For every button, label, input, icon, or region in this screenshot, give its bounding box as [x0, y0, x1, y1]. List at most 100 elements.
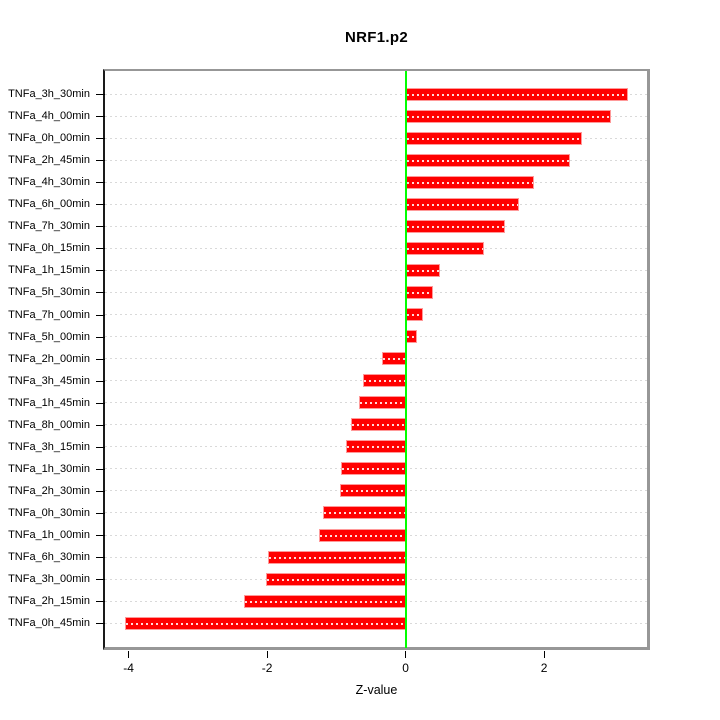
y-axis-label: TNFa_3h_45min	[8, 374, 90, 387]
y-axis-tick	[96, 512, 105, 514]
gridline	[105, 159, 648, 161]
bar-TNFa_3h_15min	[346, 440, 406, 453]
gridline	[105, 336, 648, 338]
bar-TNFa_6h_30min	[267, 551, 406, 564]
gridline	[105, 247, 648, 249]
gridline	[105, 225, 648, 227]
bar-TNFa_1h_15min	[405, 264, 441, 277]
y-axis-label: TNFa_8h_00min	[8, 418, 90, 431]
x-axis-tick-label: -2	[261, 661, 273, 675]
y-axis-label: TNFa_3h_00min	[8, 573, 90, 586]
bar-TNFa_4h_00min	[405, 110, 611, 123]
bar-TNFa_3h_00min	[265, 573, 406, 586]
y-axis-tick	[96, 160, 105, 162]
y-axis-label: TNFa_7h_00min	[8, 308, 90, 321]
y-axis-tick	[96, 270, 105, 272]
y-axis-label: TNFa_2h_45min	[8, 154, 90, 167]
y-axis-tick	[96, 248, 105, 250]
gridline	[105, 93, 648, 95]
bar-TNFa_2h_30min	[339, 484, 406, 497]
y-axis-tick	[96, 579, 105, 581]
bar-TNFa_1h_00min	[319, 529, 406, 542]
y-axis-tick	[96, 292, 105, 294]
gridline	[105, 203, 648, 205]
bar-TNFa_8h_00min	[350, 418, 406, 431]
y-axis-label: TNFa_2h_00min	[8, 352, 90, 365]
x-axis-tick	[128, 651, 130, 658]
bar-TNFa_0h_15min	[405, 242, 484, 255]
y-axis-tick	[96, 336, 105, 338]
gridline	[105, 291, 648, 293]
y-axis-label: TNFa_2h_15min	[8, 595, 90, 608]
bar-TNFa_5h_30min	[405, 286, 433, 299]
y-axis-label: TNFa_1h_30min	[8, 462, 90, 475]
x-axis-tick-label: 2	[540, 661, 548, 675]
bar-TNFa_1h_45min	[359, 396, 406, 409]
zero-reference-line	[404, 71, 407, 648]
x-axis-tick-label: -4	[123, 661, 134, 675]
y-axis-tick	[96, 557, 105, 559]
bar-TNFa_0h_45min	[125, 617, 406, 630]
y-axis-tick	[96, 204, 105, 206]
y-axis-label: TNFa_1h_45min	[8, 396, 90, 409]
gridline	[105, 181, 648, 183]
bar-TNFa_3h_45min	[363, 374, 406, 387]
y-axis-tick	[96, 601, 105, 603]
y-axis-label: TNFa_0h_30min	[8, 506, 90, 519]
x-axis-tick	[543, 651, 545, 658]
x-axis-label: Z-value	[355, 683, 398, 697]
y-axis-label: TNFa_6h_30min	[8, 551, 90, 564]
y-axis-tick	[96, 226, 105, 228]
y-axis-tick	[96, 314, 105, 316]
gridline	[105, 115, 648, 117]
y-axis-label: TNFa_0h_00min	[8, 132, 90, 145]
y-axis-label: TNFa_0h_15min	[8, 242, 90, 255]
bar-TNFa_0h_00min	[405, 132, 583, 145]
y-axis-tick	[96, 446, 105, 448]
y-axis-tick	[96, 380, 105, 382]
y-axis-tick	[96, 358, 105, 360]
y-axis-tick	[96, 535, 105, 536]
y-axis-tick	[96, 182, 105, 184]
bar-TNFa_5h_00min	[405, 330, 417, 343]
y-axis-label: TNFa_4h_30min	[8, 176, 90, 189]
y-axis-tick	[96, 424, 105, 426]
y-axis-label: TNFa_6h_00min	[8, 198, 90, 211]
chart-title: NRF1.p2	[345, 29, 408, 46]
x-axis-tick	[266, 651, 268, 658]
bar-TNFa_7h_00min	[405, 308, 423, 321]
y-axis-label: TNFa_5h_30min	[8, 286, 90, 299]
y-axis-label: TNFa_0h_45min	[8, 617, 90, 630]
bar-TNFa_2h_00min	[382, 352, 406, 365]
y-axis-label: TNFa_3h_30min	[8, 88, 90, 100]
bar-TNFa_7h_30min	[405, 220, 506, 233]
x-axis-tick-label: 0	[402, 661, 409, 675]
bar-TNFa_2h_15min	[243, 595, 406, 608]
y-axis-tick	[96, 116, 105, 118]
y-axis-tick	[96, 402, 105, 404]
y-axis-tick	[96, 138, 105, 140]
y-axis-label: TNFa_4h_00min	[8, 110, 90, 123]
bar-TNFa_3h_30min	[405, 88, 628, 101]
y-axis-tick	[96, 94, 105, 95]
y-axis-label: TNFa_2h_30min	[8, 484, 90, 497]
bar-TNFa_2h_45min	[405, 154, 571, 167]
gridline	[105, 269, 648, 271]
gridline	[105, 358, 648, 360]
bar-TNFa_0h_30min	[323, 506, 406, 519]
x-axis-tick	[405, 651, 407, 658]
y-axis-label: TNFa_3h_15min	[8, 440, 90, 453]
y-axis-label: TNFa_5h_00min	[8, 330, 90, 343]
bar-TNFa_6h_00min	[405, 198, 520, 211]
gridline	[105, 137, 648, 139]
gridline	[105, 314, 648, 315]
y-axis-tick	[96, 623, 105, 625]
bar-TNFa_4h_30min	[405, 176, 534, 189]
y-axis-label: TNFa_1h_15min	[8, 264, 90, 277]
y-axis-label: TNFa_1h_00min	[8, 529, 90, 541]
bar-TNFa_1h_30min	[341, 462, 406, 475]
y-axis-tick	[96, 468, 105, 470]
y-axis-tick	[96, 490, 105, 492]
plot-area	[105, 71, 648, 648]
y-axis-label: TNFa_7h_30min	[8, 220, 90, 233]
